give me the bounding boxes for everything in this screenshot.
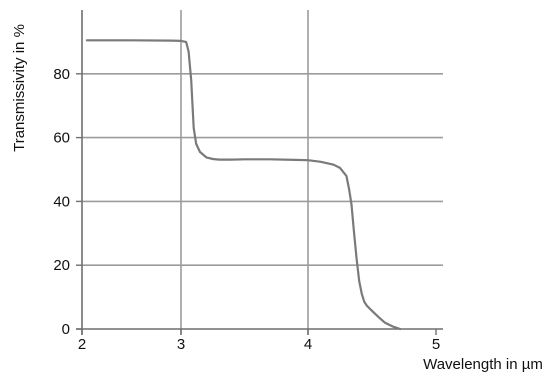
x-tick-label-2: 2 xyxy=(78,336,86,353)
y-tick-label-40: 40 xyxy=(53,193,70,210)
y-axis-title: Transmissivity in % xyxy=(11,24,28,152)
grid-lines xyxy=(82,10,443,335)
y-tick-label-0: 0 xyxy=(62,321,70,338)
axes xyxy=(76,10,443,335)
series-line-0 xyxy=(85,39,402,331)
y-tick-label-20: 20 xyxy=(53,257,70,274)
x-tick-label-5: 5 xyxy=(432,336,440,353)
x-tick-label-4: 4 xyxy=(304,336,312,353)
x-tick-label-3: 3 xyxy=(177,336,185,353)
x-axis-title: Wavelength in µm xyxy=(423,356,543,373)
series-layer xyxy=(85,39,402,331)
tick-labels: 0 20 40 60 80 2 3 4 5 xyxy=(53,66,440,353)
y-tick-label-80: 80 xyxy=(53,66,70,83)
y-tick-label-60: 60 xyxy=(53,130,70,147)
